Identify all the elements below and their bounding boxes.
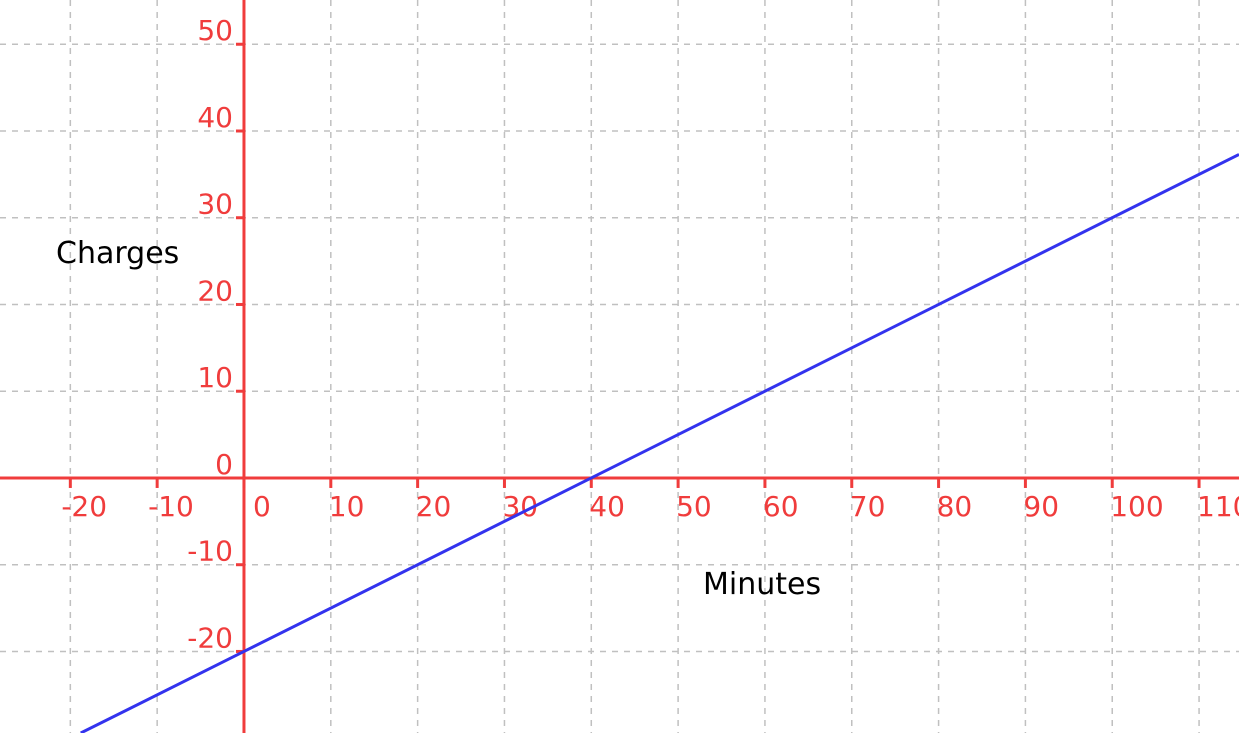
- x-tick-label: 90: [1023, 490, 1059, 523]
- x-tick-label: 0: [253, 490, 271, 523]
- x-tick-label: -10: [148, 490, 194, 523]
- y-tick-label: 10: [197, 361, 233, 394]
- x-tick-label: 70: [850, 490, 886, 523]
- y-tick-label: 50: [197, 14, 233, 47]
- x-tick-label: 50: [676, 490, 712, 523]
- x-tick-label: -20: [61, 490, 107, 523]
- y-tick-label: 30: [197, 188, 233, 221]
- y-tick-label: 0: [215, 448, 233, 481]
- x-tick-label: 60: [763, 490, 799, 523]
- ticks: -20 -10 0 10 20 30 40 50 60 70 80 90 100 110 -20 -10 0 10…: [61, 14, 1239, 654]
- y-tick-label: -20: [187, 621, 233, 654]
- x-tick-label: 100: [1110, 490, 1163, 523]
- x-tick-label: 10: [329, 490, 365, 523]
- x-tick-label: 110: [1197, 490, 1239, 523]
- series-line: [80, 153, 1239, 733]
- y-tick-label: 40: [197, 101, 233, 134]
- x-axis-label: Minutes: [703, 567, 821, 602]
- y-axis-label: Charges: [56, 236, 179, 271]
- y-tick-label: -10: [187, 535, 233, 568]
- x-tick-label: 20: [416, 490, 452, 523]
- series: [80, 153, 1239, 733]
- x-tick-label: 40: [589, 490, 625, 523]
- y-tick-label: 20: [197, 274, 233, 307]
- x-tick-label: 80: [937, 490, 973, 523]
